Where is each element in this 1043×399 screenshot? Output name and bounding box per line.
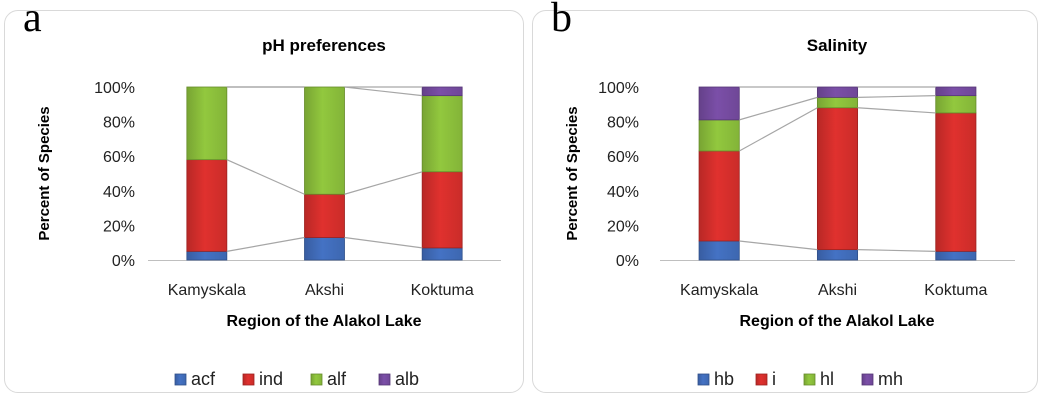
legend-label-acf: acf bbox=[191, 369, 216, 389]
series-line bbox=[738, 107, 818, 152]
x-tick-label: Akshi bbox=[818, 282, 857, 299]
series-line bbox=[226, 236, 305, 252]
x-tick-label: Kamyskala bbox=[168, 282, 246, 299]
y-tick-label: 60% bbox=[103, 149, 135, 166]
y-tick-label: 20% bbox=[607, 218, 639, 235]
legend-label-ind: ind bbox=[259, 369, 283, 389]
ph-preferences-chart: pH preferences Percent of Species 0% 20% 40%… bbox=[36, 36, 501, 389]
bar-segment-ind-akshi bbox=[304, 193, 345, 238]
legend-label-mh: mh bbox=[878, 369, 903, 389]
x-tick-label: Koktuma bbox=[924, 282, 987, 299]
bar-segment-alf-kamyskala bbox=[186, 86, 228, 161]
series-line bbox=[344, 171, 423, 195]
bar-segment-acf-akshi bbox=[304, 237, 345, 261]
series-line bbox=[739, 240, 818, 251]
salinity-chart: Salinity Percent of Species 0% 20% 40% 60% 80%… bbox=[564, 36, 1015, 389]
series-line bbox=[344, 86, 423, 97]
series-line bbox=[739, 96, 818, 121]
legend-swatch-acf bbox=[174, 373, 187, 386]
bar-segment-mh-akshi bbox=[816, 86, 859, 98]
x-axis-title: Region of the Alakol Lake bbox=[227, 313, 422, 330]
y-tick-label: 80% bbox=[103, 115, 135, 132]
y-tick-label: 40% bbox=[607, 184, 639, 201]
x-tick-label: Akshi bbox=[305, 282, 344, 299]
y-tick-label: 60% bbox=[607, 149, 639, 166]
panel-label-a: a bbox=[23, 0, 42, 41]
legend-swatch-mh bbox=[861, 373, 874, 386]
legend-label-i: i bbox=[772, 369, 776, 389]
bar-segment-ind-kamyskala bbox=[186, 159, 228, 252]
y-tick-label: 0% bbox=[112, 253, 135, 270]
legend-swatch-alf bbox=[310, 373, 323, 386]
legend-label-alf: alf bbox=[327, 369, 347, 389]
bar-segment-hl-kamyskala bbox=[698, 119, 740, 152]
bar-segment-i-akshi bbox=[816, 107, 859, 251]
y-tick-label: 80% bbox=[607, 115, 639, 132]
y-tick-label: 100% bbox=[598, 80, 639, 97]
y-tick-label: 0% bbox=[616, 253, 639, 270]
legend-swatch-i bbox=[755, 373, 768, 386]
bar-segment-alf-akshi bbox=[304, 86, 345, 195]
legend-label-alb: alb bbox=[395, 369, 419, 389]
series-line bbox=[857, 249, 936, 252]
bar-segment-alf-koktuma bbox=[421, 95, 463, 173]
bar-segment-i-koktuma bbox=[935, 112, 977, 252]
bar-segment-hl-akshi bbox=[816, 96, 859, 109]
series-line bbox=[344, 236, 423, 249]
series-line bbox=[226, 159, 305, 195]
chart-panel-b: b Salinity Percent of Species 0% 20% 40% 60% 8… bbox=[532, 0, 1038, 393]
legend-label-hl: hl bbox=[820, 369, 834, 389]
bar-segment-hb-akshi bbox=[816, 249, 859, 261]
bar-segment-ind-koktuma bbox=[421, 171, 463, 249]
y-tick-label: 100% bbox=[94, 80, 135, 97]
legend-label-hb: hb bbox=[714, 369, 734, 389]
x-tick-label: Kamyskala bbox=[680, 282, 758, 299]
bar-segment-hb-koktuma bbox=[935, 250, 977, 261]
legend-swatch-alb bbox=[378, 373, 391, 386]
y-tick-label: 20% bbox=[103, 218, 135, 235]
bar-segment-acf-koktuma bbox=[421, 247, 463, 261]
panel-label-b: b bbox=[551, 0, 572, 41]
legend-swatch-hb bbox=[697, 373, 710, 386]
series-line bbox=[857, 107, 936, 114]
bar-segment-hb-kamyskala bbox=[698, 240, 740, 261]
chart-title: Salinity bbox=[807, 36, 868, 55]
x-axis-title: Region of the Alakol Lake bbox=[740, 313, 935, 330]
bar-segment-alb-koktuma bbox=[421, 86, 463, 97]
chart-panel-a: a pH preferences Percent of Species 0% 20% 4… bbox=[4, 0, 524, 393]
y-tick-label: 40% bbox=[103, 184, 135, 201]
x-tick-label: Koktuma bbox=[411, 282, 474, 299]
bar-segment-hl-koktuma bbox=[935, 95, 977, 114]
bar-segment-i-kamyskala bbox=[698, 150, 740, 242]
legend-swatch-ind bbox=[242, 373, 255, 386]
legend-swatch-hl bbox=[803, 373, 816, 386]
y-axis-title: Percent of Species bbox=[564, 106, 581, 240]
series-line bbox=[857, 95, 936, 98]
y-axis-title: Percent of Species bbox=[36, 106, 53, 240]
bar-segment-mh-koktuma bbox=[935, 86, 977, 97]
bar-segment-acf-kamyskala bbox=[186, 250, 228, 261]
chart-title: pH preferences bbox=[262, 36, 386, 55]
bar-segment-mh-kamyskala bbox=[698, 86, 740, 121]
